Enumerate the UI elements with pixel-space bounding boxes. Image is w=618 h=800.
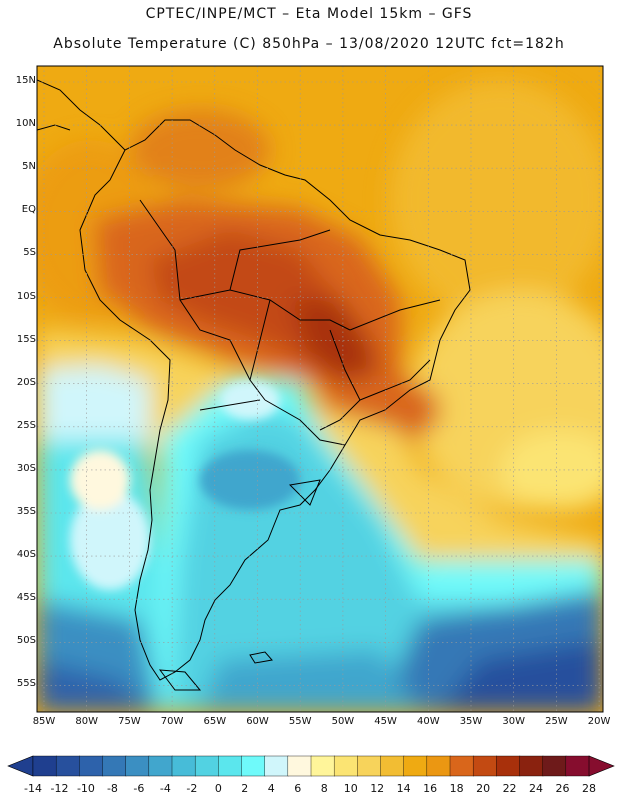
map-title: CPTEC/INPE/MCT – Eta Model 15km – GFS	[145, 6, 473, 22]
colorbar-tick-label: 2	[241, 782, 249, 795]
colorbar-tick-label: 24	[529, 782, 544, 795]
colorbar-swatch	[310, 755, 335, 777]
colorbar-tick-label: 6	[294, 782, 302, 795]
colorbar-swatch	[287, 755, 312, 777]
lat-label: EQ	[21, 204, 36, 216]
colorbar-swatch	[55, 755, 81, 777]
lon-label: 55W	[288, 716, 312, 727]
lon-label: 65W	[203, 716, 227, 727]
lon-label: 30W	[502, 716, 525, 727]
colorbar-low-arrow	[7, 755, 34, 777]
colorbar-tick-label: 0	[214, 782, 222, 795]
colorbar-tick-label: 4	[267, 782, 275, 795]
lon-label: 60W	[246, 716, 269, 727]
lon-label: 25W	[545, 716, 568, 727]
colorbar-high-arrow	[588, 755, 615, 777]
colorbar-swatch	[171, 755, 196, 777]
colorbar-swatch	[426, 755, 451, 777]
lon-label: 40W	[416, 716, 440, 727]
colorbar-swatch	[449, 755, 474, 777]
colorbar-swatch	[333, 755, 359, 777]
lon-label: 75W	[118, 716, 141, 727]
colorbar-tick-label: 12	[370, 782, 385, 795]
colorbar-tick-label: -12	[50, 782, 69, 795]
colorbar-swatch	[218, 755, 243, 777]
lat-label: 45S	[16, 592, 36, 604]
colorbar-tick-label: 28	[582, 782, 596, 795]
lat-label: 25S	[16, 419, 36, 431]
lat-label: 55S	[16, 678, 36, 690]
colorbar-tick-label: 8	[320, 782, 328, 795]
colorbar-swatch	[496, 755, 521, 777]
lon-label: 70W	[160, 716, 184, 727]
colorbar-tick-label: 16	[423, 782, 438, 795]
colorbar-tick-label: -4	[159, 782, 171, 795]
colorbar-swatch	[32, 755, 57, 777]
colorbar-swatch	[125, 755, 150, 777]
colorbar-tick-label: 22	[502, 782, 517, 795]
colorbar-tick-label: 26	[555, 782, 570, 795]
lat-label: 5N	[22, 161, 36, 173]
lat-label: 5S	[23, 247, 36, 259]
lon-label: 85W	[32, 716, 56, 727]
colorbar	[7, 755, 615, 777]
lat-label: 10S	[16, 290, 36, 302]
lon-label: 50W	[331, 716, 355, 727]
colorbar-tick-label: 20	[476, 782, 491, 795]
colorbar-tick-label: 18	[449, 782, 464, 795]
colorbar-tick-label: 10	[343, 782, 358, 795]
colorbar-swatch	[241, 755, 266, 777]
lat-label: 20S	[16, 376, 36, 388]
lon-label: 80W	[75, 716, 98, 727]
colorbar-swatch	[519, 755, 544, 777]
colorbar-swatch	[194, 755, 220, 777]
map-subtitle: Absolute Temperature (C) 850hPa – 13/08/…	[53, 36, 565, 52]
colorbar-swatch	[79, 755, 104, 777]
colorbar-tick-label: -6	[133, 782, 145, 795]
colorbar-swatch	[148, 755, 173, 777]
lat-label: 40S	[16, 549, 36, 561]
colorbar-tick-label: -8	[106, 782, 118, 795]
lon-label: 35W	[459, 716, 483, 727]
lat-label: 50S	[16, 635, 36, 647]
coastlines	[37, 79, 471, 691]
colorbar-tick-label: -10	[76, 782, 95, 795]
colorbar-tick-label: 14	[396, 782, 411, 795]
colorbar-swatch	[542, 755, 567, 777]
colorbar-tick-label: -14	[24, 782, 42, 795]
colorbar-swatch	[565, 755, 590, 777]
lat-label: 15N	[15, 75, 36, 86]
colorbar-swatch	[380, 755, 405, 777]
colorbar-swatch	[357, 755, 382, 777]
lat-label: 30S	[16, 462, 36, 474]
temperature-field	[37, 66, 603, 712]
lon-label: 20W	[587, 716, 611, 727]
lat-label: 35S	[16, 506, 36, 517]
lon-label: 45W	[374, 716, 397, 727]
colorbar-swatch	[403, 755, 428, 777]
lat-label: 10N	[15, 118, 36, 130]
colorbar-tick-label: -2	[186, 782, 198, 795]
colorbar-swatch	[102, 755, 127, 777]
colorbar-swatch	[472, 755, 498, 777]
colorbar-swatch	[264, 755, 289, 777]
plot-frame	[36, 65, 604, 713]
lat-label: 15S	[16, 333, 36, 345]
